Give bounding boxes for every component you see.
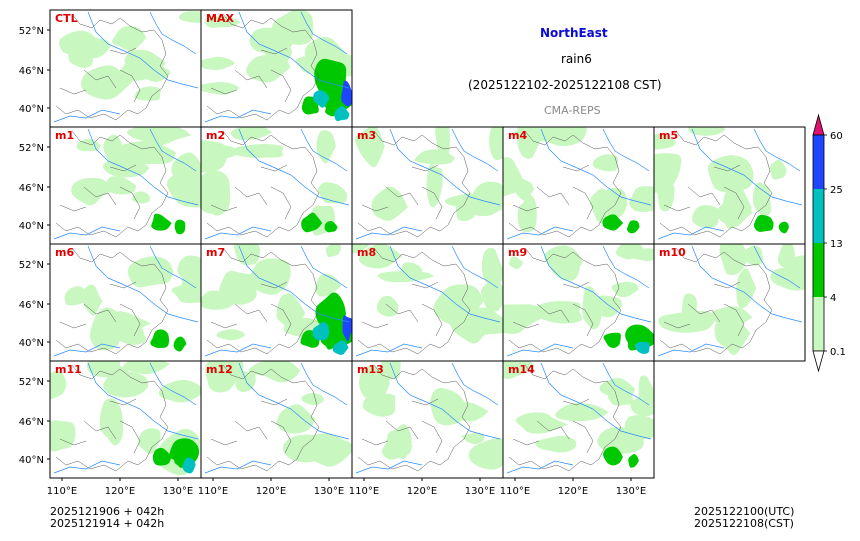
lon-tick-label: 110°E — [47, 486, 77, 497]
map-panel-m6: m6 — [49, 243, 202, 362]
colorbar-over-arrow — [812, 113, 825, 136]
valid-period: (2025122102-2025122108 CST) — [468, 78, 662, 92]
panel-label: m2 — [206, 129, 225, 142]
valid-cst: 2025122108(CST) — [694, 517, 794, 530]
lat-tick-label: 52°N — [19, 377, 44, 388]
lat-tick-label: 40°N — [19, 455, 44, 466]
panel-label: m3 — [357, 129, 376, 142]
colorbar-level-label: 13 — [830, 239, 843, 250]
lon-tick-label: 130°E — [163, 486, 193, 497]
map-panel-max: MAX — [200, 9, 353, 128]
variable-name: rain6 — [561, 52, 592, 66]
colorbar-segment — [813, 297, 824, 351]
lon-tick-label: 120°E — [256, 486, 286, 497]
panel-label: m1 — [55, 129, 74, 142]
lat-tick-label: 40°N — [19, 338, 44, 349]
map-panel-m13: m13 — [351, 360, 504, 479]
panel-label: m11 — [55, 363, 82, 376]
panel-label: m7 — [206, 246, 225, 259]
map-panel-m1: m1 — [49, 126, 202, 245]
colorbar-segment — [813, 135, 824, 189]
map-panel-m10: m10 — [653, 243, 806, 362]
map-panel-ctl: CTL — [49, 9, 202, 128]
lat-tick-label: 46°N — [19, 300, 44, 311]
map-panel-m14: m14 — [502, 360, 655, 479]
panel-label: CTL — [55, 12, 78, 25]
map-panel-m12: m12 — [200, 360, 353, 479]
lon-tick-label: 110°E — [500, 486, 530, 497]
lon-tick-label: 130°E — [465, 486, 495, 497]
panel-label: m13 — [357, 363, 384, 376]
lat-tick-label: 52°N — [19, 26, 44, 37]
lat-tick-label: 46°N — [19, 417, 44, 428]
init-time-2: 2025121914 + 042h — [50, 517, 165, 530]
model-source: CMA-REPS — [544, 104, 601, 117]
lat-tick-label: 40°N — [19, 104, 44, 115]
lat-tick-label: 40°N — [19, 221, 44, 232]
map-panel-m2: m2 — [200, 126, 353, 245]
lon-tick-label: 130°E — [616, 486, 646, 497]
lon-tick-label: 130°E — [314, 486, 344, 497]
map-panel-m7: m7 — [200, 243, 353, 362]
panel-label: m14 — [508, 363, 535, 376]
panel-label: m8 — [357, 246, 376, 259]
colorbar-level-label: 0.1 — [830, 347, 846, 358]
valid-utc: 2025122100(UTC) — [694, 505, 795, 518]
map-panel-m4: m4 — [502, 126, 655, 245]
lon-tick-label: 120°E — [407, 486, 437, 497]
map-panel-m11: m11 — [49, 360, 202, 479]
panel-label: m5 — [659, 129, 678, 142]
colorbar-level-label: 25 — [830, 185, 843, 196]
lon-tick-label: 110°E — [349, 486, 379, 497]
lon-tick-label: 120°E — [105, 486, 135, 497]
map-panel-m3: m3 — [351, 126, 504, 245]
lon-tick-label: 120°E — [558, 486, 588, 497]
panel-label: m6 — [55, 246, 74, 259]
init-time-1: 2025121906 + 042h — [50, 505, 165, 518]
map-panel-m9: m9 — [502, 243, 655, 362]
colorbar-segment — [813, 243, 824, 297]
lat-tick-label: 46°N — [19, 66, 44, 77]
panel-label: m12 — [206, 363, 233, 376]
colorbar-under-arrow — [812, 350, 825, 373]
lon-tick-label: 110°E — [198, 486, 228, 497]
lat-tick-label: 52°N — [19, 143, 44, 154]
map-panel-m5: m5 — [653, 126, 806, 245]
colorbar-level-label: 60 — [830, 131, 843, 142]
panel-label: m10 — [659, 246, 686, 259]
colorbar: 0.1 4 13 25 60 — [812, 113, 846, 373]
figure-title: NorthEast — [540, 26, 608, 40]
lat-tick-label: 46°N — [19, 183, 44, 194]
lat-tick-label: 52°N — [19, 260, 44, 271]
colorbar-segment — [813, 189, 824, 243]
panel-label: MAX — [206, 12, 234, 25]
map-panel-m8: m8 — [351, 243, 504, 362]
panel-label: m9 — [508, 246, 527, 259]
panel-label: m4 — [508, 129, 527, 142]
colorbar-level-label: 4 — [830, 293, 836, 304]
